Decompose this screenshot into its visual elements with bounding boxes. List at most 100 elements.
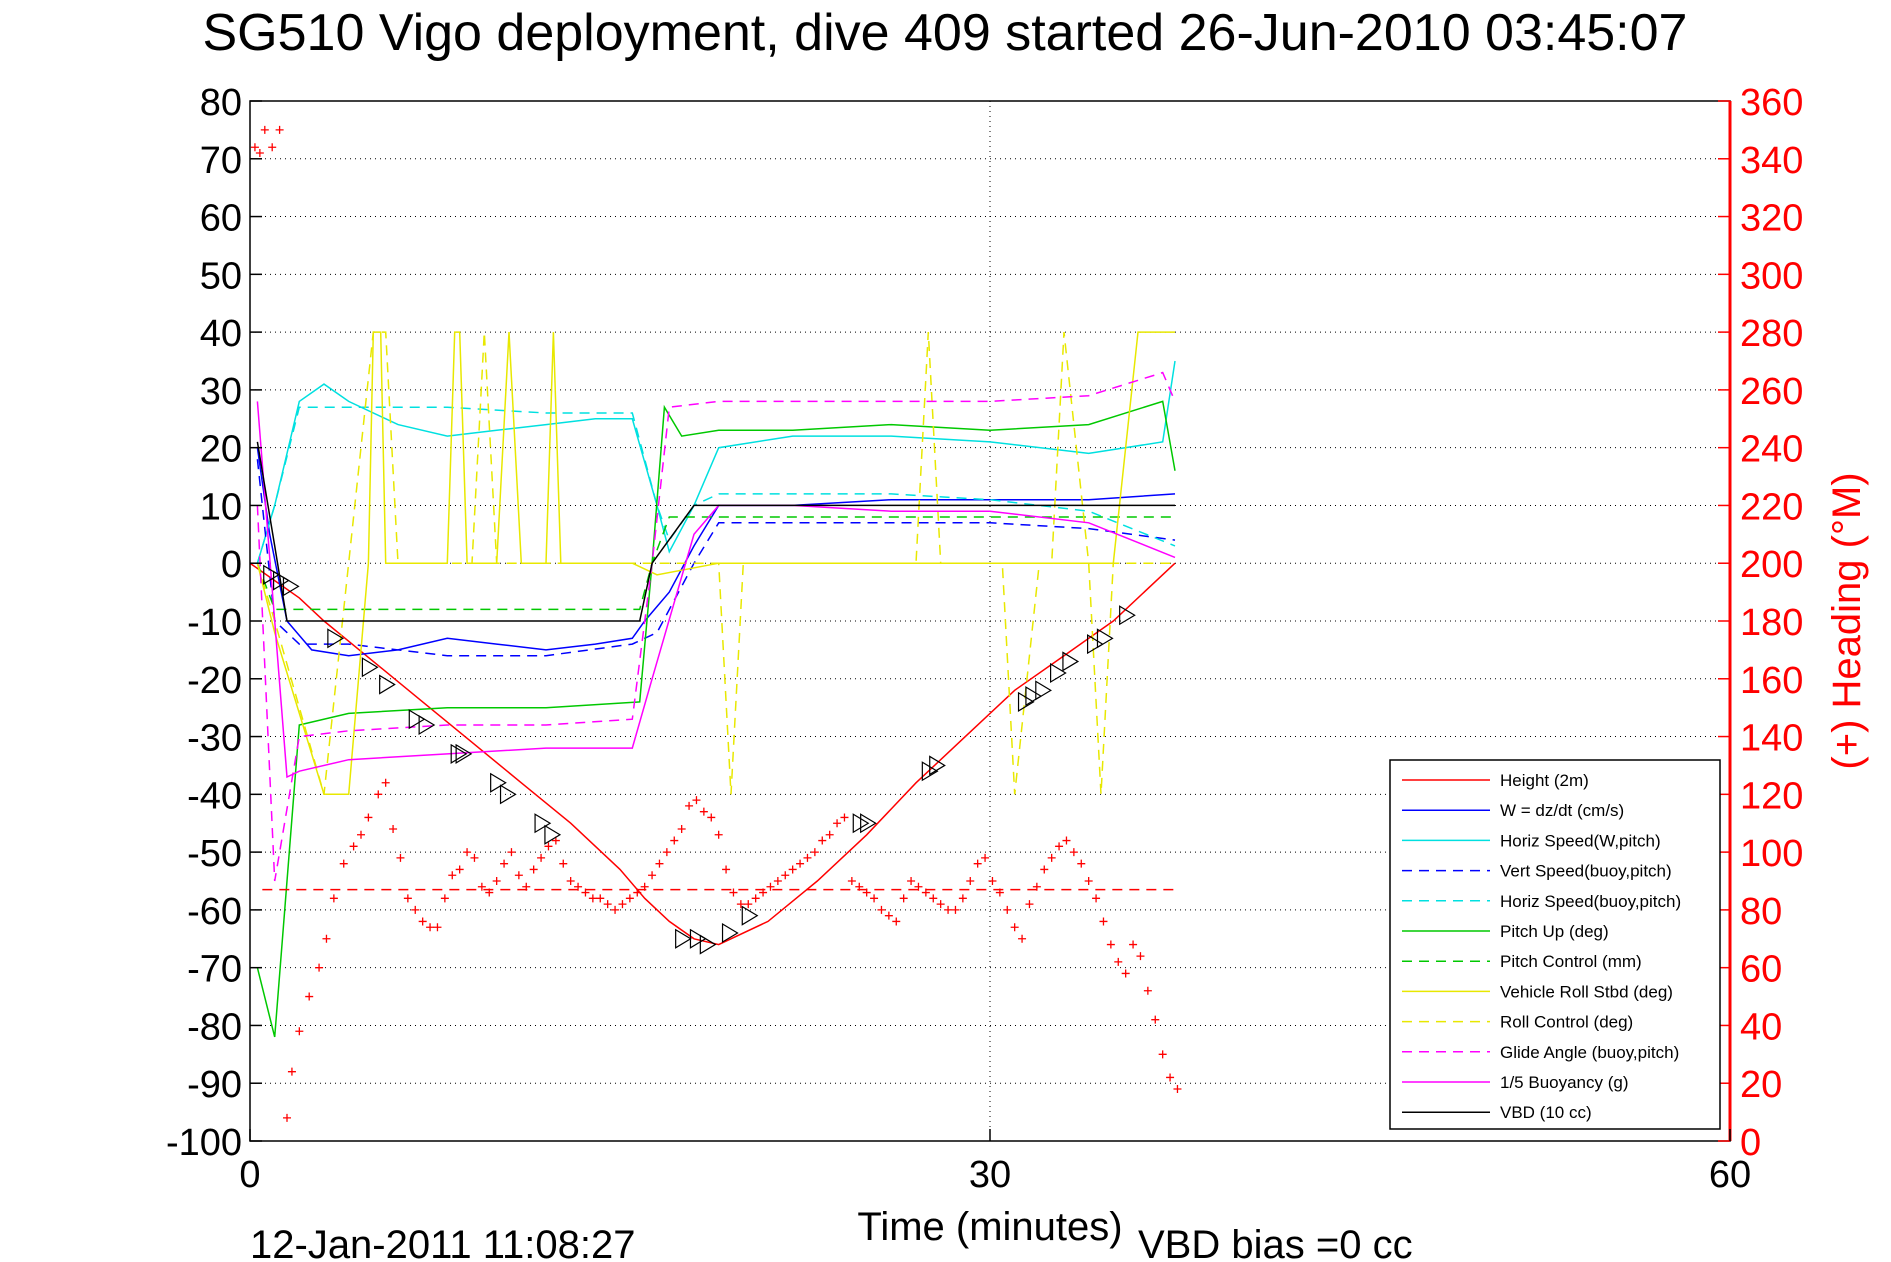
heading-point xyxy=(581,888,590,897)
triangle-marker xyxy=(1087,634,1104,655)
heading-point xyxy=(588,894,597,903)
heading-point xyxy=(1084,877,1093,885)
heading-point xyxy=(966,877,975,885)
triangle-marker xyxy=(1119,605,1136,626)
triangle-marker xyxy=(721,922,739,944)
y-tick-label: -100 xyxy=(166,1122,242,1164)
heading-point xyxy=(929,894,938,903)
right-y-tick-label: 20 xyxy=(1740,1064,1782,1106)
y-tick-label: -90 xyxy=(187,1064,242,1106)
heading-point xyxy=(973,859,982,868)
y-tick-label: 40 xyxy=(200,313,242,355)
heading-point xyxy=(766,882,775,891)
heading-point xyxy=(448,871,457,880)
heading-point xyxy=(988,877,997,885)
heading-point xyxy=(396,853,405,862)
heading-point xyxy=(951,905,960,914)
heading-point xyxy=(640,882,649,891)
heading-point xyxy=(381,778,390,787)
legend-item-label: VBD (10 cc) xyxy=(1500,1103,1592,1122)
left-y-axis: 80 70 60 50 40 30 20 10 0 -10 -20 -30 -40 -50 -60 -70 -8… xyxy=(166,82,262,1164)
heading-point xyxy=(339,859,348,868)
heading-point xyxy=(374,790,383,799)
triangle-marker xyxy=(418,714,436,736)
heading-point xyxy=(426,923,435,932)
heading-point xyxy=(788,865,797,874)
heading-point xyxy=(287,1067,296,1076)
heading-point xyxy=(260,125,269,134)
right-y-tick-label: 320 xyxy=(1740,198,1803,240)
legend-item-label: Pitch Control (mm) xyxy=(1500,952,1642,971)
heading-point xyxy=(818,836,827,845)
triangle-markers xyxy=(263,564,1136,955)
legend-item-label: Horiz Speed(buoy,pitch) xyxy=(1500,892,1681,911)
heading-point xyxy=(1077,859,1086,868)
heading-point xyxy=(514,871,523,880)
heading-point xyxy=(295,1027,304,1036)
triangle-marker xyxy=(534,813,552,834)
triangle-marker xyxy=(741,905,759,926)
heading-point xyxy=(544,842,553,851)
heading-point xyxy=(670,836,679,845)
heading-point xyxy=(574,882,583,891)
triangle-marker xyxy=(1050,662,1067,684)
series-line xyxy=(249,562,1176,946)
heading-point xyxy=(958,894,967,903)
triangle-marker xyxy=(1025,686,1043,707)
triangle-marker xyxy=(455,743,473,764)
heading-point xyxy=(692,796,701,805)
heading-point xyxy=(944,905,953,914)
triangle-marker xyxy=(675,928,692,949)
heading-point xyxy=(677,825,686,833)
y-tick-label: 10 xyxy=(200,486,242,528)
right-y-tick-label: 180 xyxy=(1740,602,1803,644)
series-line xyxy=(256,360,1176,564)
heading-point xyxy=(1069,848,1078,857)
series-line xyxy=(256,441,1175,622)
y-tick-label: 30 xyxy=(200,371,242,413)
right-y-axis: 3603403203002802602402202001801601401201… xyxy=(1718,82,1803,1164)
heading-point xyxy=(662,848,671,857)
x-tick-label: 60 xyxy=(1709,1154,1751,1196)
heading-point xyxy=(899,894,908,903)
heading-point xyxy=(433,923,442,932)
triangle-marker xyxy=(699,934,717,955)
heading-point xyxy=(707,813,716,822)
legend-box xyxy=(1389,759,1721,1130)
heading-point xyxy=(907,877,916,885)
heading-point xyxy=(315,963,324,972)
heading-point xyxy=(1166,1073,1175,1082)
heading-point xyxy=(322,934,331,943)
legend-item-label: W = dz/dt (cm/s) xyxy=(1500,801,1624,820)
heading-point xyxy=(485,888,494,897)
legend-item-label: Vert Speed(buoy,pitch) xyxy=(1500,862,1672,881)
x-tick-label: 0 xyxy=(239,1154,260,1196)
heading-point xyxy=(618,900,627,909)
heading-point xyxy=(1114,957,1123,966)
triangle-marker xyxy=(273,570,290,591)
heading-point xyxy=(655,859,664,868)
right-y-tick-label: 220 xyxy=(1740,486,1803,528)
heading-point xyxy=(1047,853,1056,862)
legend-item-label: 1/5 Buoyancy (g) xyxy=(1500,1073,1629,1092)
y-tick-label: -40 xyxy=(187,775,242,817)
triangle-marker xyxy=(282,576,300,597)
right-y-tick-label: 200 xyxy=(1740,544,1803,586)
heading-point xyxy=(611,905,620,914)
heading-point xyxy=(440,894,449,903)
heading-point xyxy=(522,882,531,891)
heading-point xyxy=(810,848,819,857)
heading-point xyxy=(1136,952,1145,961)
heading-point xyxy=(936,900,945,909)
heading-point xyxy=(892,917,901,926)
triangle-marker xyxy=(1062,651,1080,672)
series-line xyxy=(256,406,1176,564)
heading-point xyxy=(603,900,612,909)
right-y-tick-label: 300 xyxy=(1740,255,1803,297)
series-line xyxy=(256,401,1176,779)
right-y-tick-label: 100 xyxy=(1740,833,1803,875)
legend-item-label: Height (2m) xyxy=(1500,771,1589,790)
heading-point xyxy=(751,894,760,903)
heading-point xyxy=(255,149,264,157)
y-tick-label: 20 xyxy=(200,429,242,471)
